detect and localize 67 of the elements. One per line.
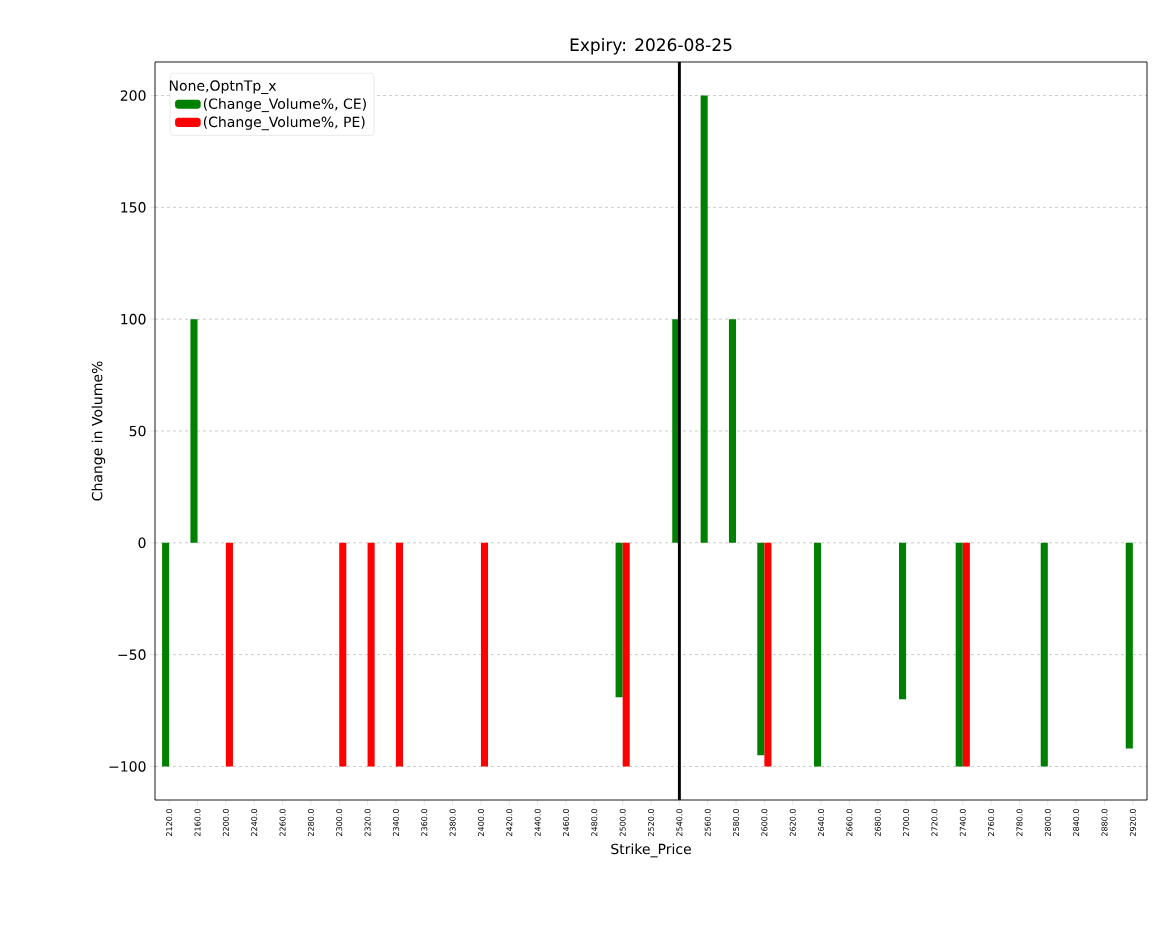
x-tick-label: 2760.0 (988, 809, 995, 836)
y-tick-label: −100 (109, 761, 146, 772)
x-tick-label: 2620.0 (789, 809, 796, 836)
bar (962, 542, 970, 767)
bar (615, 542, 623, 698)
bar (480, 542, 489, 767)
x-tick-label: 2300.0 (336, 809, 343, 836)
x-tick-label: 2580.0 (733, 809, 740, 836)
bar (1125, 542, 1133, 749)
x-tick-label: 2380.0 (449, 809, 456, 836)
x-tick-label: 2920.0 (1129, 809, 1136, 836)
bar (728, 319, 737, 543)
x-tick-label: 2400.0 (477, 809, 484, 836)
x-tick-label: 2160.0 (194, 809, 201, 836)
y-axis-title: Change in Volume% (91, 361, 106, 501)
x-tick-label: 2700.0 (903, 809, 910, 836)
y-tick-label: 150 (121, 202, 146, 213)
bar (757, 542, 765, 756)
x-tick-label: 2560.0 (704, 809, 711, 836)
bar (367, 542, 375, 767)
x-tick-label: 2280.0 (307, 809, 314, 836)
bar (899, 542, 907, 700)
legend-title: None,OptnTp_x (169, 80, 277, 94)
bar (622, 542, 630, 767)
y-tick-label: 100 (121, 313, 146, 325)
x-tick-label: 2260.0 (279, 809, 286, 836)
x-tick-label: 2240.0 (251, 809, 258, 836)
legend-label: (Change_Volume%, CE) (203, 98, 366, 113)
x-tick-label: 2420.0 (506, 809, 513, 836)
bar (700, 95, 708, 543)
x-tick-label: 2360.0 (421, 809, 428, 836)
bar (764, 542, 772, 767)
bar (190, 319, 198, 543)
y-tick-label: −50 (118, 649, 146, 660)
x-tick-label: 2780.0 (1016, 809, 1023, 836)
x-tick-label: 2800.0 (1044, 809, 1051, 836)
y-tick-label: 0 (138, 537, 146, 549)
x-tick-label: 2720.0 (931, 809, 938, 836)
x-tick-label: 2660.0 (846, 809, 853, 836)
x-tick-label: 2640.0 (818, 809, 825, 836)
x-tick-label: 2480.0 (591, 809, 598, 836)
x-tick-label: 2740.0 (959, 809, 966, 836)
chart-title: Expiry: 2026-08-25 (570, 38, 732, 55)
bar (225, 542, 233, 767)
x-tick-label: 2600.0 (761, 809, 768, 836)
x-tick-label: 2440.0 (534, 809, 541, 836)
x-tick-label: 2540.0 (676, 809, 683, 836)
legend-label: (Change_Volume%, PE) (203, 116, 365, 131)
x-tick-label: 2840.0 (1073, 809, 1080, 836)
x-tick-label: 2500.0 (619, 809, 626, 836)
x-tick-label: 2340.0 (392, 809, 399, 836)
x-tick-label: 2680.0 (874, 809, 881, 836)
x-tick-label: 2460.0 (562, 809, 569, 836)
x-axis-title: Strike_Price (611, 843, 691, 858)
bar (955, 542, 963, 767)
y-tick-label: 50 (129, 425, 146, 437)
x-tick-label: 2120.0 (166, 809, 173, 836)
bar (395, 542, 403, 767)
x-tick-label: 2320.0 (364, 809, 371, 836)
bar (339, 542, 347, 767)
x-tick-label: 2520.0 (647, 809, 655, 836)
bar (813, 542, 822, 767)
bar (1040, 542, 1048, 767)
x-tick-label: 2200.0 (222, 809, 229, 836)
x-tick-label: 2880.0 (1101, 809, 1108, 836)
y-tick-label: 200 (120, 90, 146, 101)
bar (162, 542, 170, 767)
